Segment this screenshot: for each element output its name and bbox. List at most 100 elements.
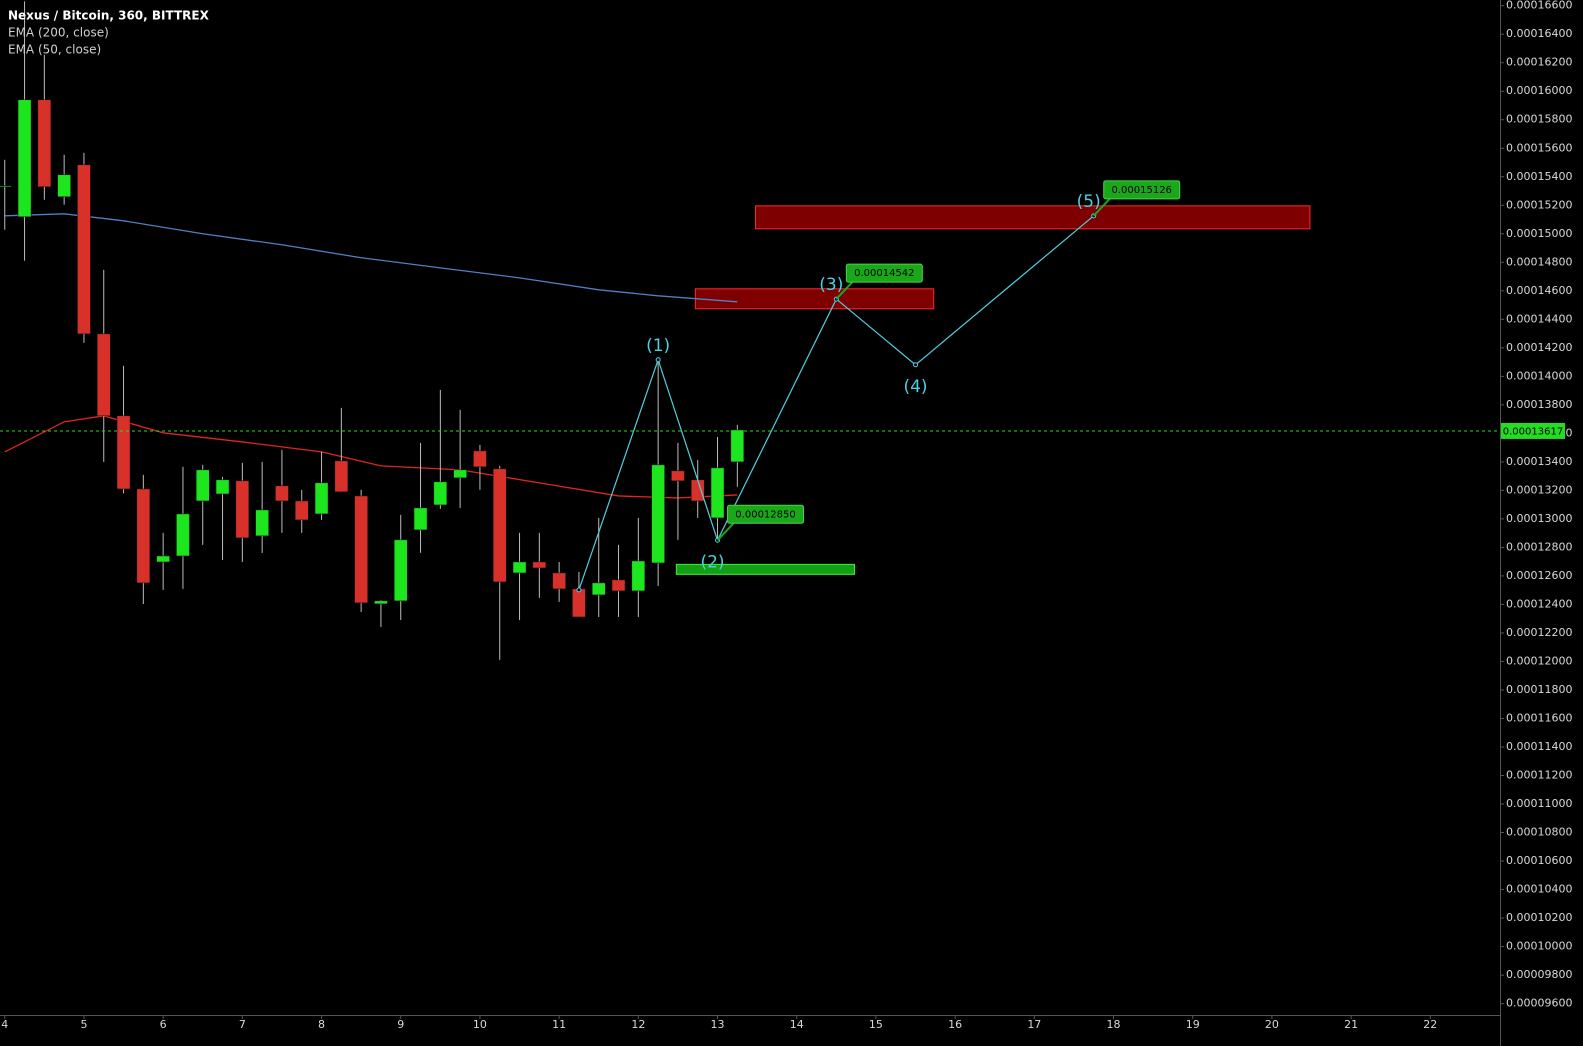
y-tick-label: 0.00013000 <box>1506 512 1572 525</box>
axes: 0.00016600 0.00016400 0.00016200 0.00016000… <box>1 0 1572 1031</box>
wave-line <box>578 215 1095 591</box>
candle-body <box>532 561 547 569</box>
x-tick-label: 22 <box>1423 1018 1437 1031</box>
candle-body <box>334 460 349 493</box>
y-tick-label: 0.00012000 <box>1506 654 1572 667</box>
callout-pointer <box>716 522 735 541</box>
candle-body <box>235 480 250 539</box>
candle-body <box>314 482 329 515</box>
zone <box>675 563 856 575</box>
wave-point <box>576 587 582 593</box>
callout-pointer <box>1092 198 1111 217</box>
y-tick-label: 0.00013800 <box>1506 398 1572 411</box>
y-tick-label: 0.00010200 <box>1506 911 1572 924</box>
x-tick-label: 20 <box>1265 1018 1279 1031</box>
candle-body <box>294 500 309 521</box>
callout-pointer <box>835 281 854 300</box>
y-tick-label: 0.00015800 <box>1506 113 1572 126</box>
x-tick-label: 14 <box>790 1018 804 1031</box>
x-tick-label: 7 <box>239 1018 246 1031</box>
y-tick-label: 0.00014000 <box>1506 369 1572 382</box>
y-tick-label: 0.00010000 <box>1506 940 1572 953</box>
wave-label: (2) <box>700 552 724 572</box>
zone <box>694 288 935 310</box>
y-tick-label: 0.00011800 <box>1506 683 1572 696</box>
candle-body <box>710 467 725 519</box>
y-tick-label: 0.00013200 <box>1506 483 1572 496</box>
y-tick-label: 0.00015600 <box>1506 141 1572 154</box>
candle-body <box>433 481 448 506</box>
candle-body <box>116 415 131 490</box>
y-tick-label: 0.00016400 <box>1506 27 1572 40</box>
x-tick-label: 11 <box>552 1018 566 1031</box>
y-tick-label: 0.00015000 <box>1506 227 1572 240</box>
x-tick-label: 17 <box>1027 1018 1041 1031</box>
wave-label: (5) <box>1077 192 1101 212</box>
candle-body <box>512 561 527 574</box>
candle-body <box>156 555 170 563</box>
candle-body <box>37 99 52 187</box>
y-tick-label: 0.00012200 <box>1506 626 1572 639</box>
y-tick-label: 0.00013400 <box>1506 455 1572 468</box>
candle-body <box>690 479 705 502</box>
candle-body <box>631 560 646 592</box>
candle-body <box>96 333 111 417</box>
x-tick-label: 18 <box>1107 1018 1121 1031</box>
x-tick-label: 4 <box>1 1018 8 1031</box>
y-tick-label: 0.00012400 <box>1506 597 1572 610</box>
y-tick-label: 0.00016600 <box>1506 0 1572 12</box>
x-tick-label: 13 <box>711 1018 725 1031</box>
candle-body <box>374 600 388 605</box>
wave-point <box>655 357 661 363</box>
candle-body <box>572 588 586 618</box>
candle-body <box>215 479 230 495</box>
y-tick-label: 0.00015400 <box>1506 170 1572 183</box>
x-tick-label: 9 <box>397 1018 404 1031</box>
x-tick-label: 12 <box>631 1018 645 1031</box>
x-tick-label: 10 <box>473 1018 487 1031</box>
candle-body <box>275 485 289 502</box>
wave-label: (3) <box>819 275 843 295</box>
y-tick-label: 0.00011000 <box>1506 797 1572 810</box>
candle-body <box>136 488 151 584</box>
candle-body <box>473 450 487 468</box>
x-tick-label: 16 <box>948 1018 962 1031</box>
last-price-label: 0.00013617 <box>1503 426 1563 437</box>
candle-body <box>57 174 71 197</box>
candle-body <box>176 513 190 557</box>
y-tick-label: 0.00011400 <box>1506 740 1572 753</box>
y-tick-label: 0.00009800 <box>1506 968 1572 981</box>
candle-body <box>671 470 685 482</box>
chart-title: Nexus / Bitcoin, 360, BITTREX <box>8 9 210 23</box>
y-tick-label: 0.00014200 <box>1506 341 1572 354</box>
callout-box <box>727 504 805 524</box>
wave-label: (1) <box>646 336 670 356</box>
last-price-box <box>1501 422 1565 439</box>
candle-body <box>17 99 32 218</box>
y-tick-label: 0.00010800 <box>1506 826 1572 839</box>
candle-body <box>413 507 428 531</box>
y-tick-label: 0.00014600 <box>1506 284 1572 297</box>
y-tick-label: 0.00015200 <box>1506 198 1572 211</box>
x-tick-label: 5 <box>80 1018 87 1031</box>
candle-body <box>195 469 210 502</box>
ema-line <box>4 213 738 303</box>
legend-entry: EMA (200, close) <box>8 26 109 40</box>
y-tick-label: 0.00012800 <box>1506 540 1572 553</box>
plot-area: (1) (2) 0.00012850 (3) 0.00014542 (4) (5) 0.000… <box>0 1 1500 660</box>
callout-box <box>1103 180 1181 200</box>
y-tick-label: 0.00016200 <box>1506 56 1572 69</box>
callout-label: 0.00012850 <box>735 509 795 520</box>
x-tick-label: 19 <box>1186 1018 1200 1031</box>
candle-body <box>255 509 269 537</box>
candle-body <box>730 429 745 463</box>
candle-body <box>77 164 91 335</box>
wave-label: (4) <box>903 377 927 397</box>
y-tick-label: 0.00011200 <box>1506 769 1572 782</box>
callout-label: 0.00014542 <box>854 268 914 279</box>
candle-body <box>0 185 12 188</box>
x-tick-label: 8 <box>318 1018 325 1031</box>
y-tick-label: 0.00016000 <box>1506 84 1572 97</box>
candle-body <box>393 539 408 602</box>
